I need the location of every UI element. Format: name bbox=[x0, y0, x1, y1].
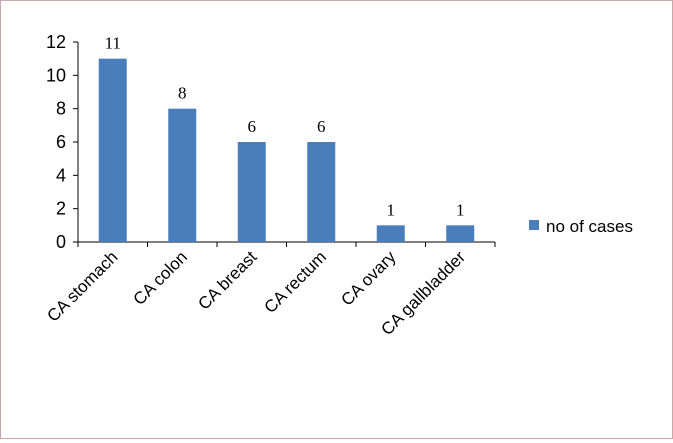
data-label: 1 bbox=[387, 200, 396, 219]
bar bbox=[168, 108, 197, 243]
y-tick-label: 4 bbox=[56, 165, 66, 185]
category-labels: CA stomach CA colon CA breast CA rectum CA o… bbox=[43, 247, 469, 339]
bar bbox=[446, 225, 475, 242]
data-label: 8 bbox=[178, 84, 187, 103]
axes: 0 2 4 6 8 10 12 bbox=[46, 32, 496, 252]
category-label: CA colon bbox=[130, 247, 192, 309]
y-tick-label: 10 bbox=[46, 65, 66, 85]
bar bbox=[376, 225, 405, 242]
x-ticks bbox=[77, 242, 496, 247]
y-tick-label: 0 bbox=[56, 232, 66, 252]
y-tick-label: 8 bbox=[56, 99, 66, 119]
legend: no of cases bbox=[529, 217, 633, 236]
bar bbox=[307, 142, 336, 242]
data-label: 6 bbox=[317, 117, 326, 136]
legend-label: no of cases bbox=[546, 217, 633, 236]
bar bbox=[237, 142, 266, 242]
bar bbox=[98, 58, 127, 242]
data-label: 1 bbox=[456, 200, 465, 219]
bars bbox=[98, 58, 475, 243]
y-tick-label: 2 bbox=[56, 199, 66, 219]
category-label: CA breast bbox=[194, 247, 260, 313]
data-label: 6 bbox=[248, 117, 257, 136]
legend-swatch bbox=[529, 220, 539, 230]
category-label: CA rectum bbox=[261, 247, 331, 317]
data-label: 11 bbox=[105, 34, 121, 53]
y-tick-label: 12 bbox=[46, 32, 66, 52]
category-label: CA stomach bbox=[43, 247, 121, 325]
y-tick-label: 6 bbox=[56, 132, 66, 152]
category-label: CA ovary bbox=[337, 247, 400, 310]
y-ticks: 0 2 4 6 8 10 12 bbox=[46, 32, 78, 252]
